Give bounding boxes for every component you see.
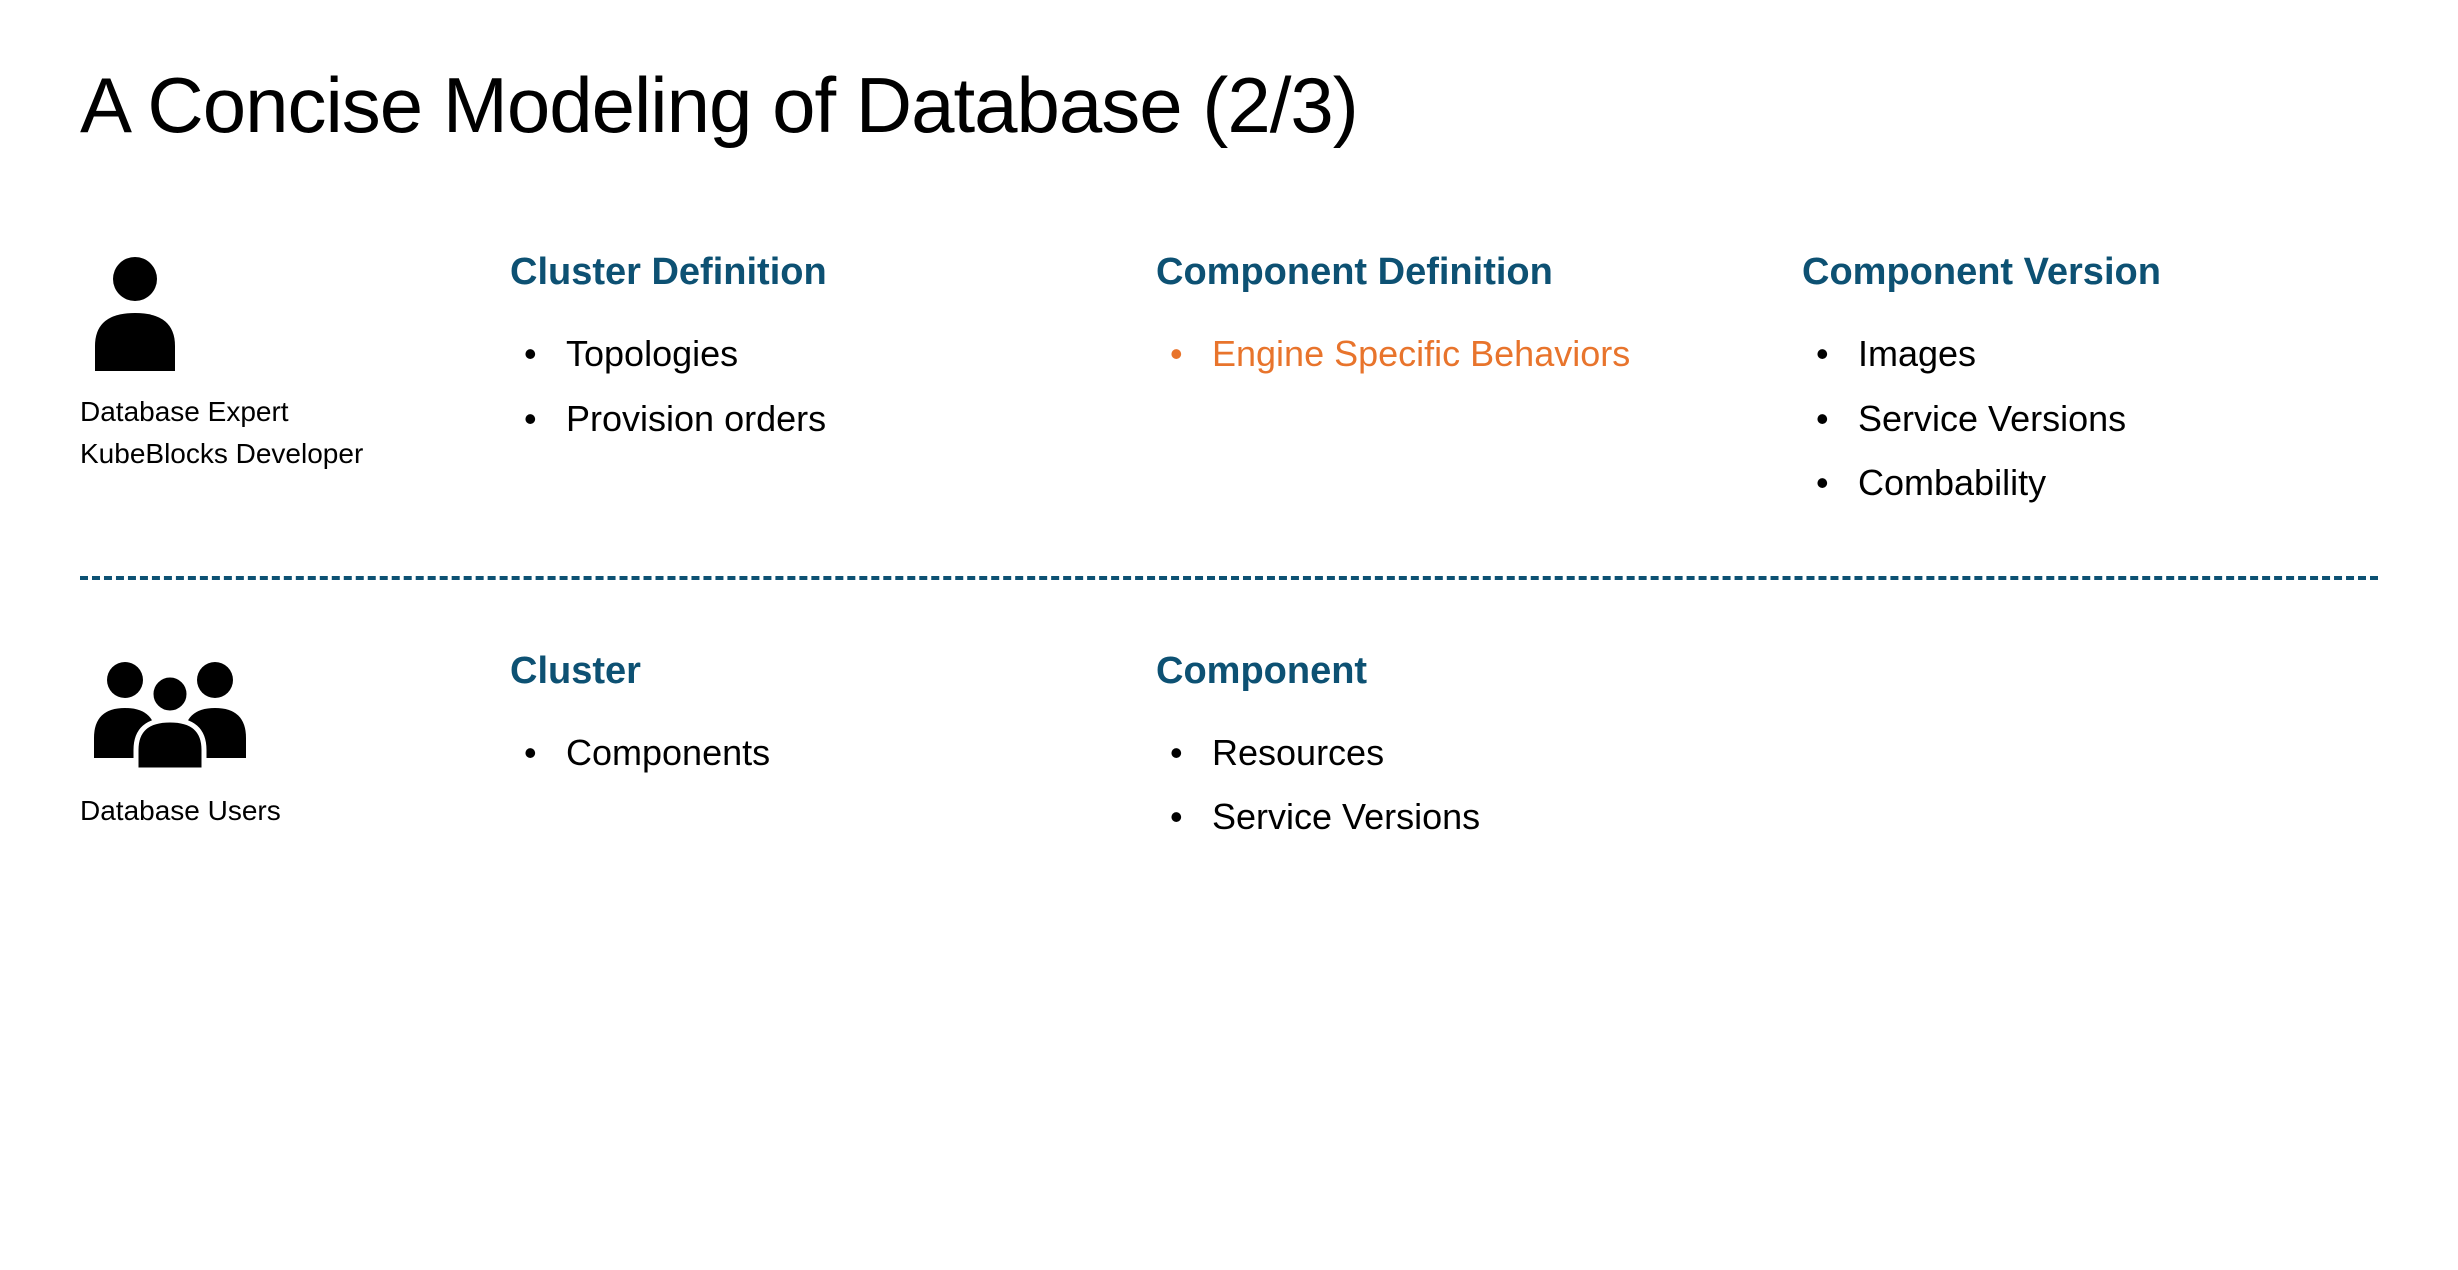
- persona-label: Database Expert: [80, 396, 363, 428]
- bullet-item: Images: [1810, 322, 2378, 387]
- section-heading: Cluster Definition: [510, 251, 1086, 294]
- page-title: A Concise Modeling of Database (2/3): [80, 60, 2378, 151]
- section-heading: Component Version: [1802, 251, 2378, 294]
- bullet-item: Combability: [1810, 451, 2378, 516]
- bullet-item: Service Versions: [1810, 387, 2378, 452]
- section-heading: Component: [1156, 650, 1732, 693]
- section-component: Component Resources Service Versions: [1156, 650, 1732, 850]
- section-heading: Component Definition: [1156, 251, 1732, 294]
- bullet-list: Topologies Provision orders: [510, 322, 1086, 451]
- bullet-item-highlight: Engine Specific Behaviors: [1164, 322, 1732, 387]
- bottom-row: Database Users Cluster Components Compon…: [80, 650, 2378, 850]
- section-component-definition: Component Definition Engine Specific Beh…: [1156, 251, 1732, 387]
- bullet-item: Provision orders: [518, 387, 1086, 452]
- section-component-version: Component Version Images Service Version…: [1802, 251, 2378, 516]
- section-heading: Cluster: [510, 650, 1086, 693]
- user-icon: [80, 251, 190, 376]
- persona-label: Database Users: [80, 795, 281, 827]
- group-icon: [80, 650, 260, 775]
- bullet-list: Resources Service Versions: [1156, 721, 1732, 850]
- section-cluster-definition: Cluster Definition Topologies Provision …: [510, 251, 1086, 451]
- section-cluster: Cluster Components: [510, 650, 1086, 786]
- bullet-item: Topologies: [518, 322, 1086, 387]
- persona-users: Database Users: [80, 650, 440, 827]
- bullet-list: Components: [510, 721, 1086, 786]
- bullet-item: Service Versions: [1164, 785, 1732, 850]
- bullet-list: Images Service Versions Combability: [1802, 322, 2378, 516]
- persona-label: KubeBlocks Developer: [80, 438, 363, 470]
- bullet-list: Engine Specific Behaviors: [1156, 322, 1732, 387]
- bullet-item: Components: [518, 721, 1086, 786]
- top-row: Database Expert KubeBlocks Developer Clu…: [80, 251, 2378, 516]
- bullet-item: Resources: [1164, 721, 1732, 786]
- persona-expert: Database Expert KubeBlocks Developer: [80, 251, 440, 470]
- divider-line: [80, 576, 2378, 580]
